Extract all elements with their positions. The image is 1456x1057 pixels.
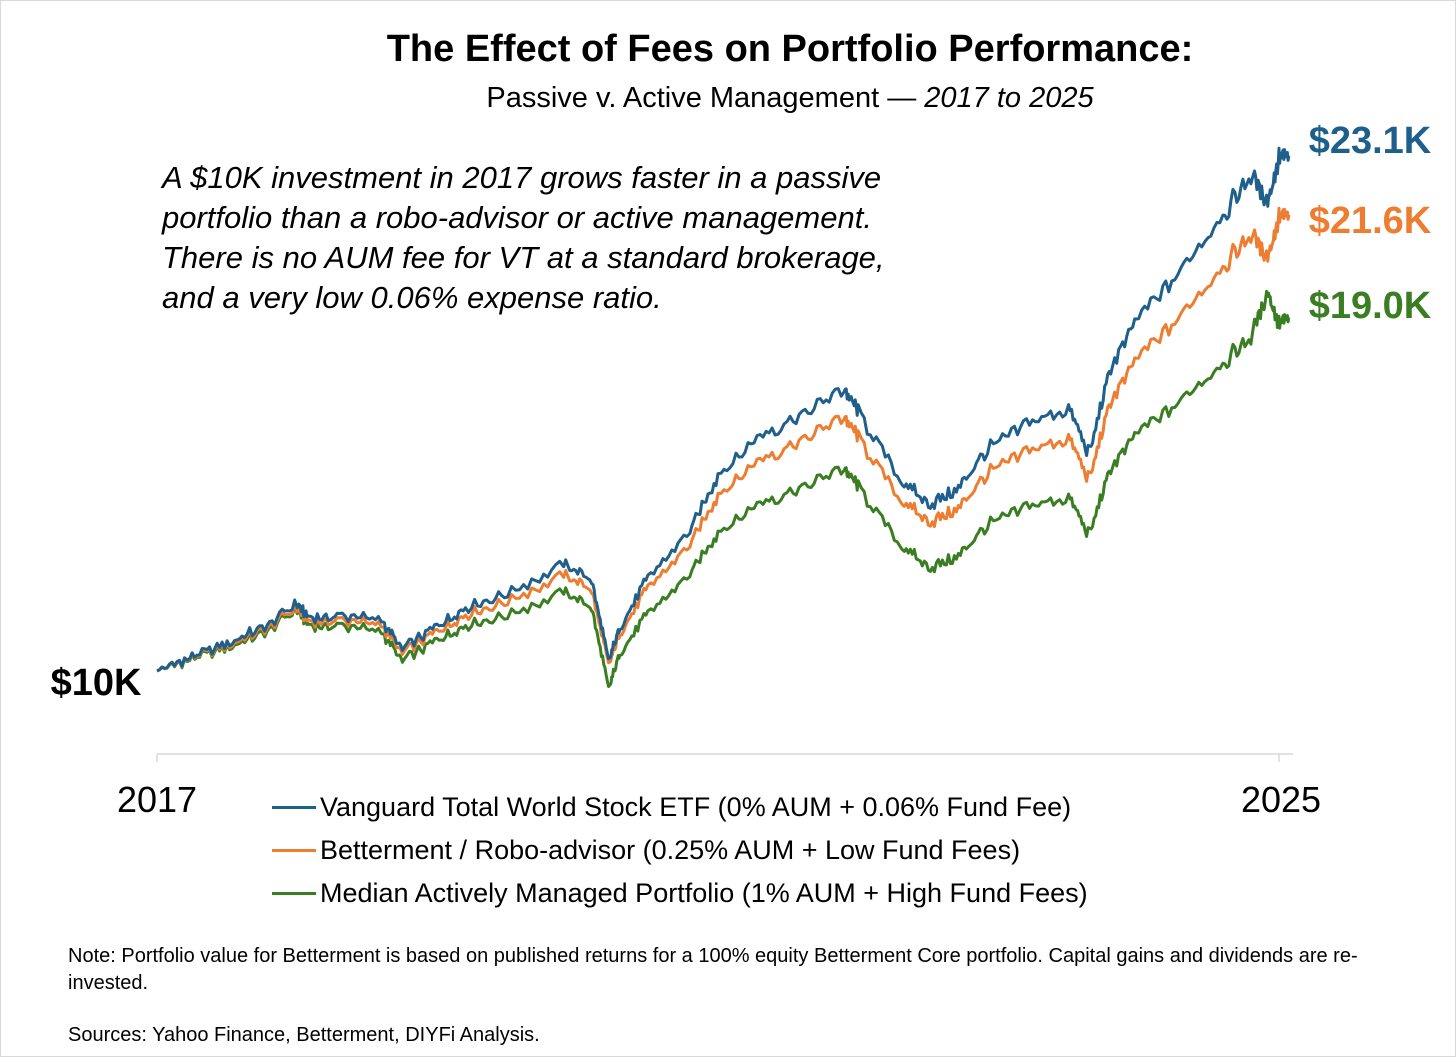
legend-swatch-vanguard	[272, 806, 316, 809]
x-tick-label-start: 2017	[117, 779, 197, 820]
end-value-label-betterment: $21.6K	[1309, 200, 1432, 242]
end-value-label-active: $19.0K	[1309, 285, 1432, 327]
legend-item-betterment: Betterment / Robo-advisor (0.25% AUM + L…	[272, 829, 1088, 872]
annotation-line: A $10K investment in 2017 grows faster i…	[162, 160, 882, 195]
series-line-vanguard	[156, 146, 1291, 673]
legend-item-vanguard: Vanguard Total World Stock ETF (0% AUM +…	[272, 786, 1088, 829]
annotation-line: and a very low 0.06% expense ratio.	[162, 280, 662, 315]
annotation-line: There is no AUM fee for VT at a standard…	[162, 240, 885, 275]
end-value-label-vanguard: $23.1K	[1309, 120, 1432, 162]
sources: Sources: Yahoo Finance, Betterment, DIYF…	[68, 1024, 540, 1046]
legend: Vanguard Total World Stock ETF (0% AUM +…	[272, 786, 1088, 915]
legend-label-active: Median Actively Managed Portfolio (1% AU…	[320, 878, 1088, 908]
chart-title: The Effect of Fees on Portfolio Performa…	[386, 28, 1194, 70]
footnote: Note: Portfolio value for Betterment is …	[68, 945, 1358, 994]
annotation-line: portfolio than a robo-advisor or active …	[162, 200, 872, 235]
series-line-active	[156, 289, 1291, 689]
start-value-label: $10K	[51, 662, 142, 704]
legend-swatch-active	[272, 892, 316, 895]
legend-swatch-betterment	[272, 849, 316, 852]
subtitle-range: 2017 to 2025	[924, 82, 1094, 114]
legend-label-betterment: Betterment / Robo-advisor (0.25% AUM + L…	[320, 835, 1021, 865]
legend-item-active: Median Actively Managed Portfolio (1% AU…	[272, 872, 1088, 915]
chart-subtitle: Passive v. Active Management — 2017 to 2…	[0, 82, 1456, 115]
series-line-betterment	[156, 206, 1291, 673]
x-tick-label-end: 2025	[1241, 779, 1321, 820]
annotation-text: A $10K investment in 2017 grows faster i…	[162, 158, 982, 318]
subtitle-prefix: Passive v. Active Management —	[486, 82, 917, 114]
legend-label-vanguard: Vanguard Total World Stock ETF (0% AUM +…	[320, 792, 1072, 822]
